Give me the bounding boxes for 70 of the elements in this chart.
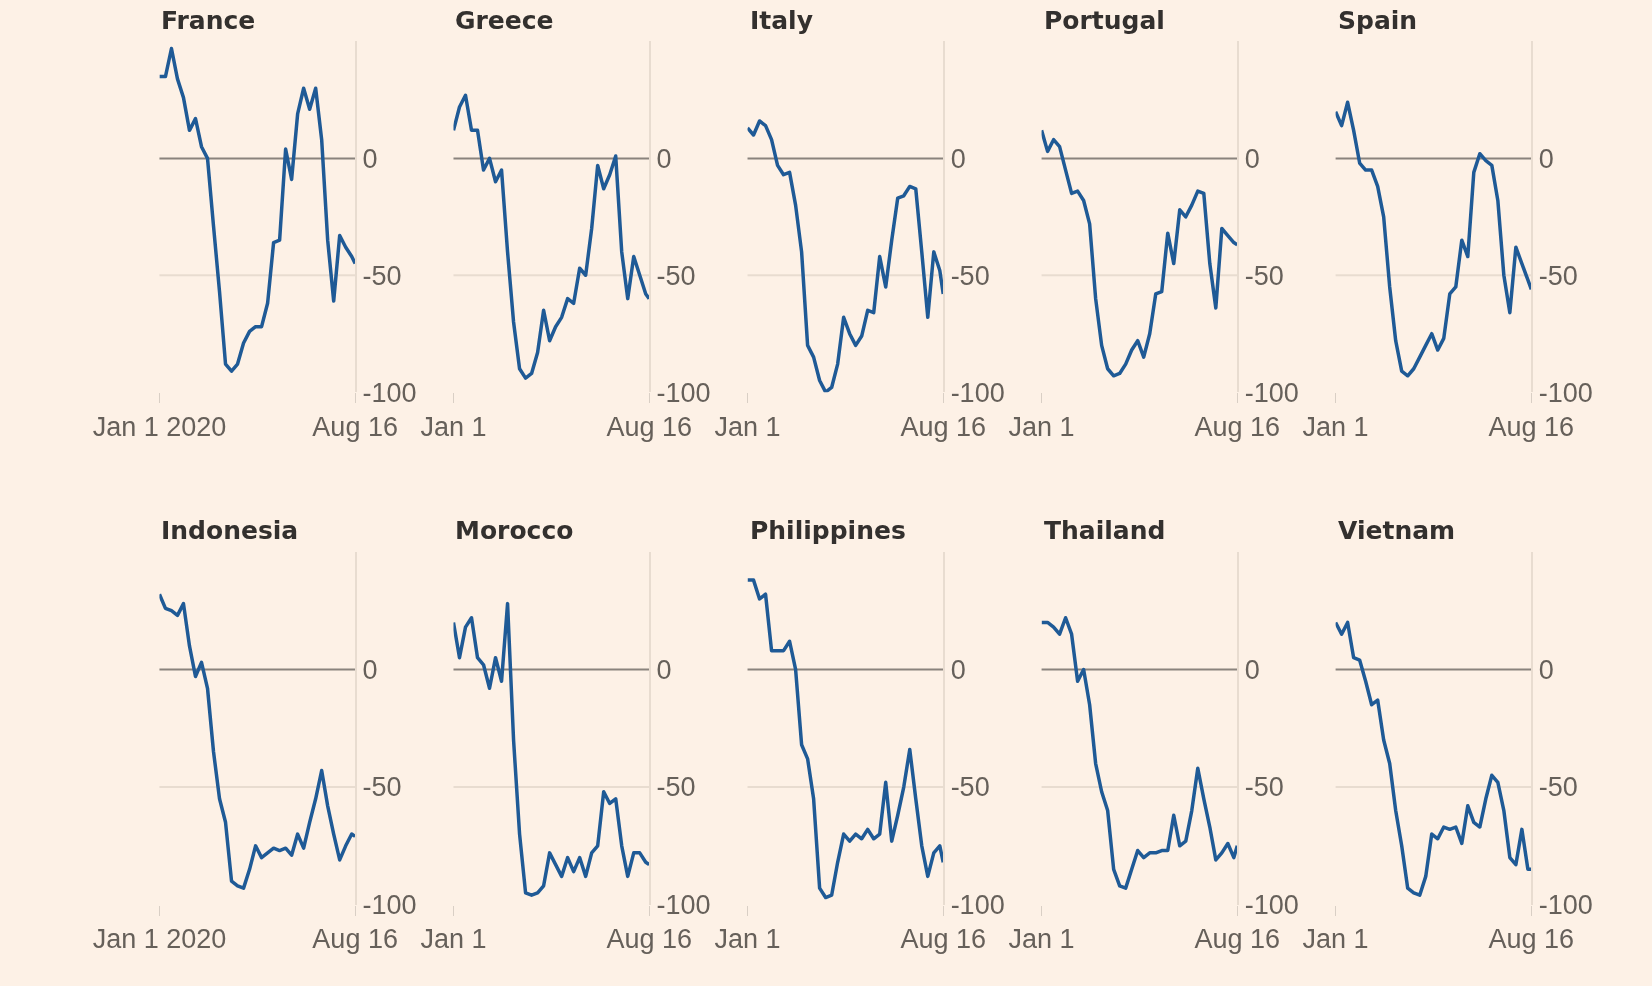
chart-title: Portugal (1044, 6, 1165, 35)
line-series (1335, 620, 1532, 897)
y-tick-label: 0 (950, 654, 966, 685)
x-tick-label: Jan 1 2020 (92, 411, 227, 442)
y-tick-label: 0 (656, 143, 672, 174)
y-tick-label: -50 (656, 772, 696, 803)
chart-title: Italy (750, 6, 813, 35)
y-tick-label: 0 (362, 143, 378, 174)
line-series (1335, 100, 1532, 378)
x-tick-label: Jan 1 (714, 411, 781, 442)
y-tick-label: -50 (656, 260, 696, 291)
chart-title: Greece (455, 6, 554, 35)
x-tick-label: Aug 16 (1194, 411, 1281, 442)
y-tick-label: -50 (1244, 260, 1284, 291)
line-series (1041, 615, 1238, 890)
chart-title: Spain (1338, 6, 1418, 35)
y-tick-label: 0 (1244, 654, 1260, 685)
x-tick-label: Aug 16 (312, 924, 398, 955)
line-series (1041, 128, 1238, 378)
y-tick-label: 0 (362, 654, 378, 685)
line-series (159, 592, 356, 890)
x-tick-label: Aug 16 (900, 924, 987, 955)
y-tick-label: -100 (1538, 377, 1593, 408)
y-tick-label: -100 (362, 890, 417, 921)
x-tick-label: Jan 1 (1008, 924, 1075, 955)
x-tick-label: Jan 1 (1302, 924, 1369, 955)
y-tick-label: -100 (1244, 377, 1299, 408)
x-tick-label: Jan 1 (714, 924, 781, 955)
x-tick-label: Jan 1 2020 (92, 924, 227, 955)
line-series (453, 93, 650, 380)
line-series (453, 601, 650, 897)
chart-title: France (161, 6, 256, 35)
x-tick-label: Jan 1 (1008, 411, 1075, 442)
chart-title: Indonesia (161, 516, 299, 545)
y-tick-label: -50 (362, 772, 402, 803)
y-tick-label: -100 (362, 377, 417, 408)
chart-title: Philippines (750, 516, 906, 545)
y-tick-label: -50 (1538, 772, 1578, 803)
y-tick-label: -50 (950, 772, 990, 803)
y-tick-label: 0 (950, 143, 966, 174)
y-tick-label: 0 (1244, 143, 1260, 174)
x-tick-label: Jan 1 (420, 411, 487, 442)
chart-title: Vietnam (1338, 516, 1456, 545)
y-tick-label: 0 (1538, 143, 1554, 174)
y-tick-label: 0 (656, 654, 672, 685)
chart-title: Morocco (455, 516, 574, 545)
line-series (747, 578, 944, 900)
y-tick-label: -50 (1538, 260, 1578, 291)
x-tick-label: Aug 16 (606, 411, 692, 442)
chart-title: Thailand (1044, 516, 1166, 545)
y-tick-label: 0 (1538, 654, 1554, 685)
line-series (159, 46, 356, 373)
y-tick-label: -50 (950, 260, 990, 291)
y-tick-label: -100 (950, 377, 1005, 408)
y-tick-label: -100 (1538, 890, 1593, 921)
x-tick-label: Aug 16 (1488, 924, 1575, 955)
x-tick-label: Jan 1 (420, 924, 487, 955)
y-tick-label: -100 (656, 377, 711, 408)
y-tick-label: -50 (362, 260, 402, 291)
y-tick-label: -100 (1244, 890, 1299, 921)
line-series (747, 119, 944, 393)
y-tick-label: -50 (1244, 772, 1284, 803)
x-tick-label: Aug 16 (900, 411, 987, 442)
y-tick-label: -100 (656, 890, 711, 921)
y-tick-label: -100 (950, 890, 1005, 921)
x-tick-label: Aug 16 (606, 924, 692, 955)
x-tick-label: Aug 16 (312, 411, 398, 442)
x-tick-label: Jan 1 (1302, 411, 1369, 442)
x-tick-label: Aug 16 (1194, 924, 1281, 955)
x-tick-label: Aug 16 (1488, 411, 1575, 442)
